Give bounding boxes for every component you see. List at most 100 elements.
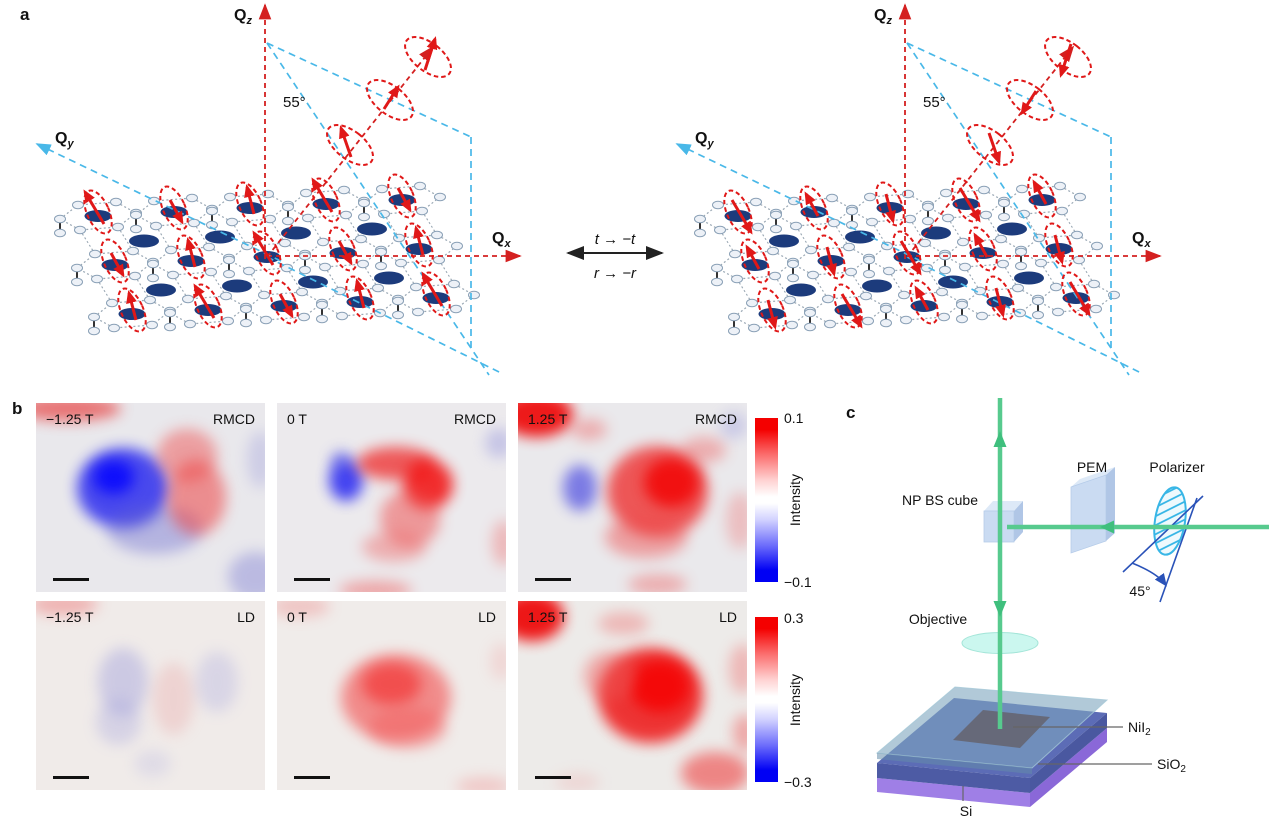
ni-atom-lower [222,279,252,293]
iodine-atom [804,322,816,332]
laser-beams [993,398,1269,729]
iodine-atom [222,316,234,326]
iodine-atom [863,269,875,279]
heatmap-blob [380,489,440,547]
spin-arrow [185,237,197,268]
iodine-atom [1088,279,1100,289]
heatmap-blob [562,465,597,511]
heatmap-blob [605,516,688,558]
interlayer-link [871,221,888,247]
interlayer-link [172,274,189,300]
iodine-atom [108,323,120,333]
iodine-atom [711,277,723,287]
heatmap-blob [152,663,194,736]
spin-arrow [413,225,425,256]
spin-ellipse [968,226,998,272]
iodine-atom [412,307,424,317]
iodine-atom [188,218,200,228]
heatmap-blob [643,457,699,507]
iodine-atom [1015,247,1027,257]
heatmap-blob [455,776,506,790]
spin-arrow [825,246,837,277]
spin-arrow [1058,43,1073,78]
ni-atom-lower [374,271,404,285]
heatmap-blob [228,552,265,592]
mode-label: RMCD [454,411,496,427]
interlayer-link [1078,259,1095,285]
iodine-atom [375,247,387,257]
iodine-atom [203,242,215,252]
spin-arrow [421,271,444,307]
iodine-atom [206,206,218,216]
iodine-atom [767,246,779,256]
iodine-atom [71,263,83,273]
panel-b-label: b [12,399,23,418]
helix-plane-edge [906,256,1142,374]
iodine-atom [433,255,445,265]
iodine-atom [358,212,370,222]
iodine-atom [150,221,162,231]
interlayer-link [324,266,341,292]
heatmap-blob [361,531,426,562]
iodine-atom [243,266,255,276]
spin-arrow [1068,281,1091,317]
reversal-annotation: t → −t r → −r [566,231,664,282]
spin-arrow [994,287,1006,318]
spin-ellipse [1061,271,1091,317]
interlayer-link [155,225,172,251]
iodine-atom [299,265,311,275]
spin-ellipse [833,283,863,329]
iodine-atom [130,224,142,234]
iodine-atom [264,214,276,224]
ni-atom-lower [129,234,159,248]
ni-atom-lower [938,275,968,289]
iodine-atom [205,267,217,277]
spin-arrow [339,125,353,158]
ni-atom-lower [997,222,1027,236]
spin-arrow [337,240,353,266]
ni-atom [236,202,264,214]
spin-ellipse [345,275,375,321]
helix-ellipse [966,124,1014,166]
heatmap-blob [134,750,172,777]
helix-plane-edge [266,42,472,138]
np-bs-cube-label: NP BS cube [902,492,978,508]
iodine-atom [434,192,446,202]
spin-arrow [804,191,820,217]
ni-atom-lower [357,222,387,236]
heatmap-blob [330,451,352,472]
spin-arrow [1053,234,1065,265]
interlayer-link [362,263,379,289]
iodine-atom [106,298,118,308]
iodine-atom [316,300,328,310]
iodine-atom [828,218,840,228]
spin-ellipse [816,234,846,280]
iodine-atom [998,212,1010,222]
iodine-atom [939,265,951,275]
iodine-atom [1074,192,1086,202]
interlayer-link [850,271,867,297]
iodine-atom [936,287,948,297]
spin-ellipse [252,230,282,276]
sample-stack [875,686,1109,807]
iodine-atom [130,210,142,220]
iodine-atom [148,196,160,206]
heatmap-blob [627,574,688,592]
iodine-atom [450,304,462,314]
spin-ellipse [100,238,130,284]
colorbar-rmcd-title: Intensity [787,473,803,527]
field-label: 0 T [287,411,307,427]
heatmap-blob [166,459,227,536]
iodine-atom [298,312,310,322]
iodine-atom [258,290,270,300]
iodine-atom [317,237,329,247]
interlayer-link [248,270,265,296]
iodine-atom [392,296,404,306]
spin-ellipse [740,238,770,284]
spin-ellipse [757,287,787,333]
iodine-atom [414,181,426,191]
panel-c-label: c [846,403,856,422]
ni-atom-lower [1014,271,1044,285]
objective-label: Objective [909,611,968,627]
spin-ellipse [235,181,265,227]
